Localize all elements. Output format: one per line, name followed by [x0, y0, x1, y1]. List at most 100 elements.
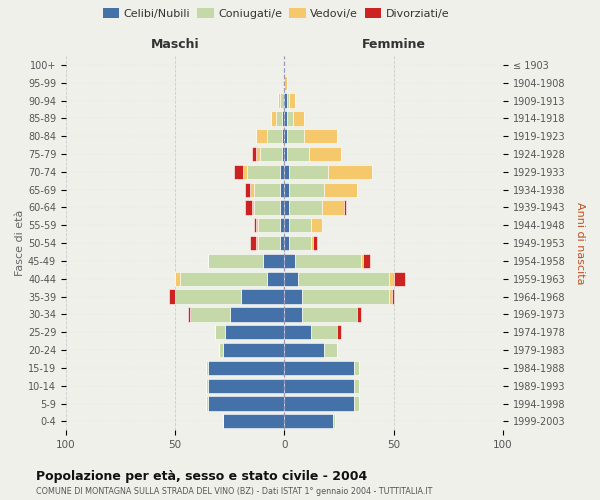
Bar [258, 218, 280, 232]
Bar [282, 147, 284, 161]
Bar [389, 272, 394, 286]
Bar [284, 182, 289, 197]
Bar [206, 396, 208, 410]
Bar [226, 325, 284, 340]
Bar [175, 272, 179, 286]
Bar [322, 200, 344, 214]
Bar [289, 94, 295, 108]
Bar [243, 164, 247, 179]
Bar [280, 182, 284, 197]
Bar [179, 272, 267, 286]
Bar [284, 200, 289, 214]
Bar [284, 378, 355, 393]
Bar [284, 94, 287, 108]
Bar [289, 164, 328, 179]
Bar [295, 254, 361, 268]
Bar [363, 254, 370, 268]
Bar [250, 236, 256, 250]
Bar [254, 182, 280, 197]
Bar [311, 218, 322, 232]
Bar [284, 236, 289, 250]
Bar [263, 254, 284, 268]
Bar [245, 182, 250, 197]
Bar [328, 164, 372, 179]
Bar [223, 414, 284, 428]
Bar [280, 94, 284, 108]
Bar [215, 325, 226, 340]
Bar [302, 290, 389, 304]
Bar [337, 325, 341, 340]
Bar [219, 343, 223, 357]
Bar [234, 164, 243, 179]
Bar [190, 308, 230, 322]
Bar [256, 218, 258, 232]
Bar [251, 147, 256, 161]
Bar [241, 290, 284, 304]
Bar [394, 272, 405, 286]
Bar [311, 325, 337, 340]
Bar [278, 94, 280, 108]
Bar [287, 129, 304, 144]
Bar [267, 129, 282, 144]
Bar [258, 236, 280, 250]
Bar [284, 254, 295, 268]
Bar [289, 200, 322, 214]
Bar [280, 164, 284, 179]
Bar [254, 218, 256, 232]
Bar [250, 182, 254, 197]
Bar [324, 343, 337, 357]
Bar [302, 308, 356, 322]
Bar [284, 129, 287, 144]
Bar [280, 236, 284, 250]
Bar [355, 396, 359, 410]
Bar [284, 396, 355, 410]
Bar [256, 147, 260, 161]
Bar [251, 200, 254, 214]
Bar [271, 112, 276, 126]
Bar [298, 272, 389, 286]
Bar [284, 218, 289, 232]
Y-axis label: Anni di nascita: Anni di nascita [575, 202, 585, 284]
Text: Popolazione per età, sesso e stato civile - 2004: Popolazione per età, sesso e stato civil… [36, 470, 367, 483]
Bar [206, 378, 208, 393]
Bar [245, 200, 251, 214]
Bar [308, 147, 341, 161]
Bar [332, 414, 335, 428]
Text: Femmine: Femmine [362, 38, 426, 51]
Bar [284, 112, 287, 126]
Bar [284, 147, 287, 161]
Bar [280, 200, 284, 214]
Bar [284, 325, 311, 340]
Bar [289, 218, 311, 232]
Bar [284, 414, 332, 428]
Bar [389, 290, 392, 304]
Bar [276, 112, 282, 126]
Bar [282, 112, 284, 126]
Bar [284, 272, 298, 286]
Bar [313, 236, 317, 250]
Bar [356, 308, 361, 322]
Bar [256, 236, 258, 250]
Text: COMUNE DI MONTAGNA SULLA STRADA DEL VINO (BZ) - Dati ISTAT 1° gennaio 2004 - TUT: COMUNE DI MONTAGNA SULLA STRADA DEL VINO… [36, 487, 433, 496]
Bar [254, 200, 280, 214]
Bar [287, 147, 308, 161]
Bar [361, 254, 363, 268]
Bar [287, 112, 293, 126]
Bar [324, 182, 356, 197]
Bar [188, 308, 190, 322]
Bar [392, 290, 394, 304]
Bar [280, 218, 284, 232]
Bar [208, 361, 284, 375]
Bar [293, 112, 304, 126]
Text: Maschi: Maschi [151, 38, 199, 51]
Bar [260, 147, 282, 161]
Bar [208, 396, 284, 410]
Bar [304, 129, 337, 144]
Bar [169, 290, 175, 304]
Bar [284, 164, 289, 179]
Bar [247, 164, 280, 179]
Bar [287, 94, 289, 108]
Bar [223, 343, 284, 357]
Bar [355, 361, 359, 375]
Bar [284, 76, 287, 90]
